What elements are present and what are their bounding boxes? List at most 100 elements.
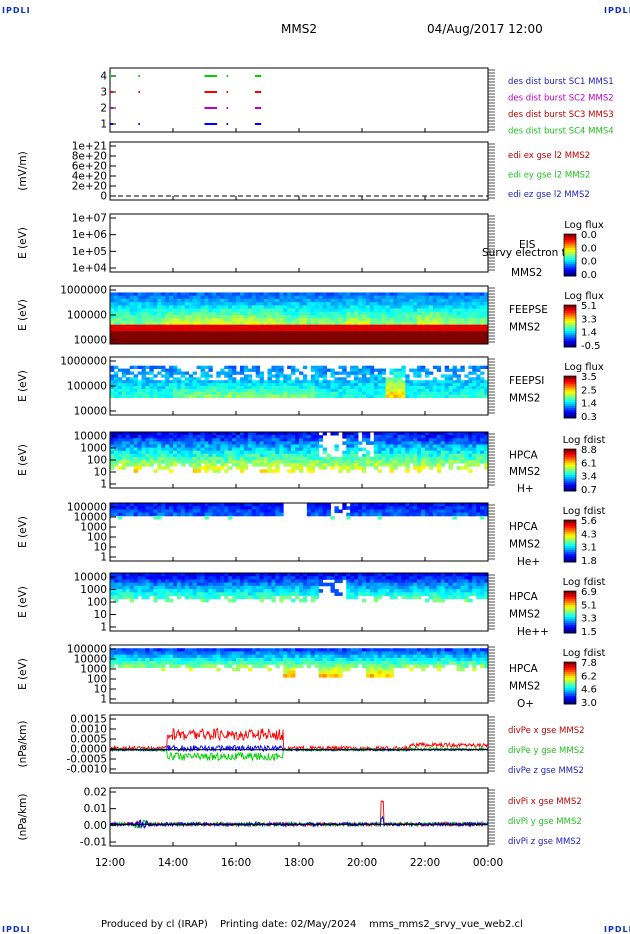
spectrogram-cell — [362, 292, 367, 297]
spectrogram-cell — [306, 438, 312, 442]
spectrogram-cell — [283, 432, 288, 436]
spectrogram-cell — [365, 441, 371, 445]
spectrogram-cell — [204, 589, 209, 593]
spectrogram-cell — [326, 394, 331, 398]
spectrogram-cell — [263, 463, 268, 467]
spectrogram-cell — [133, 432, 138, 436]
spectrogram-cell — [165, 337, 170, 342]
spectrogram-cell — [389, 595, 394, 600]
spectrogram-cell — [291, 383, 296, 387]
spectrogram-cell — [228, 391, 233, 396]
spectrogram-cell — [476, 435, 481, 439]
spectrogram-cell — [322, 334, 327, 338]
spectrogram-cell — [393, 447, 398, 452]
spectrogram-cell — [176, 388, 182, 393]
spectrogram-cell — [259, 340, 264, 345]
spectrogram-cell — [259, 371, 264, 375]
spectrogram-cell — [444, 503, 450, 507]
spectrogram-cell — [153, 592, 158, 596]
spectrogram-cell — [251, 321, 257, 326]
spectrogram-cell — [381, 388, 387, 393]
spectrogram-cell — [247, 315, 253, 319]
spectrogram-cell — [397, 292, 402, 297]
spectrogram-cell — [110, 386, 115, 390]
spectrogram-cell — [358, 318, 363, 322]
spectrogram-cell — [310, 386, 316, 390]
spectrogram-cell — [369, 298, 375, 303]
spectrogram-cell — [220, 460, 225, 464]
spectrogram-cell — [157, 503, 162, 507]
spectrogram-cell — [228, 579, 233, 584]
spectrogram-cell — [393, 453, 398, 458]
spectrogram-cell — [326, 460, 331, 464]
spectrogram-cell — [212, 386, 217, 390]
spectrogram-cell — [129, 340, 135, 345]
spectrogram-cell — [354, 453, 359, 458]
spectrogram-cell — [149, 394, 154, 398]
spectrogram-cell — [401, 592, 406, 596]
spectrogram-cell — [381, 585, 387, 590]
spectrogram-cell — [173, 432, 178, 436]
spectrogram-cell — [369, 503, 375, 507]
spectrogram-cell — [385, 302, 390, 306]
spectrogram-cell — [279, 438, 284, 442]
spectrogram-cell — [338, 321, 343, 326]
spectrogram-cell — [224, 595, 229, 600]
spectrogram-cell — [346, 576, 351, 580]
spectrogram-cell — [452, 292, 457, 297]
spectrogram-cell — [425, 371, 430, 375]
spectrogram-cell — [200, 368, 205, 372]
spectrogram-cell — [346, 438, 351, 442]
spectrogram-cell — [291, 391, 296, 396]
spectrogram-cell — [421, 315, 426, 319]
spectrogram-cell — [326, 453, 331, 458]
spectrogram-cell — [484, 579, 489, 584]
spectrogram-cell — [322, 340, 327, 345]
spectrogram-cell — [251, 318, 257, 322]
spectrogram-cell — [373, 368, 379, 372]
spectrogram-cell — [251, 512, 257, 517]
spectrogram-cell — [153, 582, 158, 587]
spectrogram-cell — [145, 573, 150, 577]
spectrogram-cell — [125, 308, 131, 313]
spectrogram-cell — [267, 466, 272, 470]
spectrogram-cell — [173, 324, 178, 329]
colorbar-tick-label: 3.3 — [581, 314, 597, 325]
spectrogram-cell — [484, 592, 489, 596]
spectrogram-cell — [263, 585, 268, 590]
spectrogram-cell — [377, 589, 383, 593]
spectrogram-cell — [188, 337, 194, 342]
spectrogram-cell — [153, 441, 158, 445]
spectrogram-cell — [133, 365, 138, 369]
instrument-label: MMS2 — [509, 393, 540, 405]
spectrogram-cell — [137, 466, 142, 470]
spectrogram-cell — [188, 318, 194, 322]
spectrogram-cell — [196, 585, 201, 590]
spectrogram-cell — [476, 582, 481, 587]
spectrogram-cell — [113, 311, 119, 316]
spectrogram-cell — [362, 512, 367, 517]
spectrogram-cell — [196, 388, 201, 393]
spectrogram-cell — [334, 573, 339, 577]
spectrogram-cell — [188, 444, 194, 448]
spectrogram-cell — [200, 435, 205, 439]
spectrogram-cell — [373, 321, 379, 326]
spectrogram-cell — [145, 315, 150, 319]
spectrogram-cell — [310, 324, 316, 329]
spectrogram-cell — [232, 453, 237, 458]
spectrogram-cell — [271, 435, 276, 439]
spectrogram-cell — [417, 444, 422, 448]
spectrogram-cell — [224, 509, 229, 514]
spectrogram-cell — [208, 450, 213, 455]
spectrogram-cell — [192, 334, 198, 338]
spectrogram-cell — [417, 582, 422, 587]
spectrogram-cell — [354, 512, 359, 517]
colorbar-cell — [564, 487, 576, 490]
spectrogram-cell — [157, 318, 162, 322]
y-tick-label: 1000000 — [60, 285, 107, 297]
y-tick-label: 1000 — [80, 522, 107, 534]
spectrogram-cell — [145, 388, 150, 393]
spectrogram-cell — [129, 391, 135, 396]
legend-entry: edi ex gse l2 MMS2 — [508, 151, 590, 161]
spectrogram-cell — [354, 305, 359, 309]
